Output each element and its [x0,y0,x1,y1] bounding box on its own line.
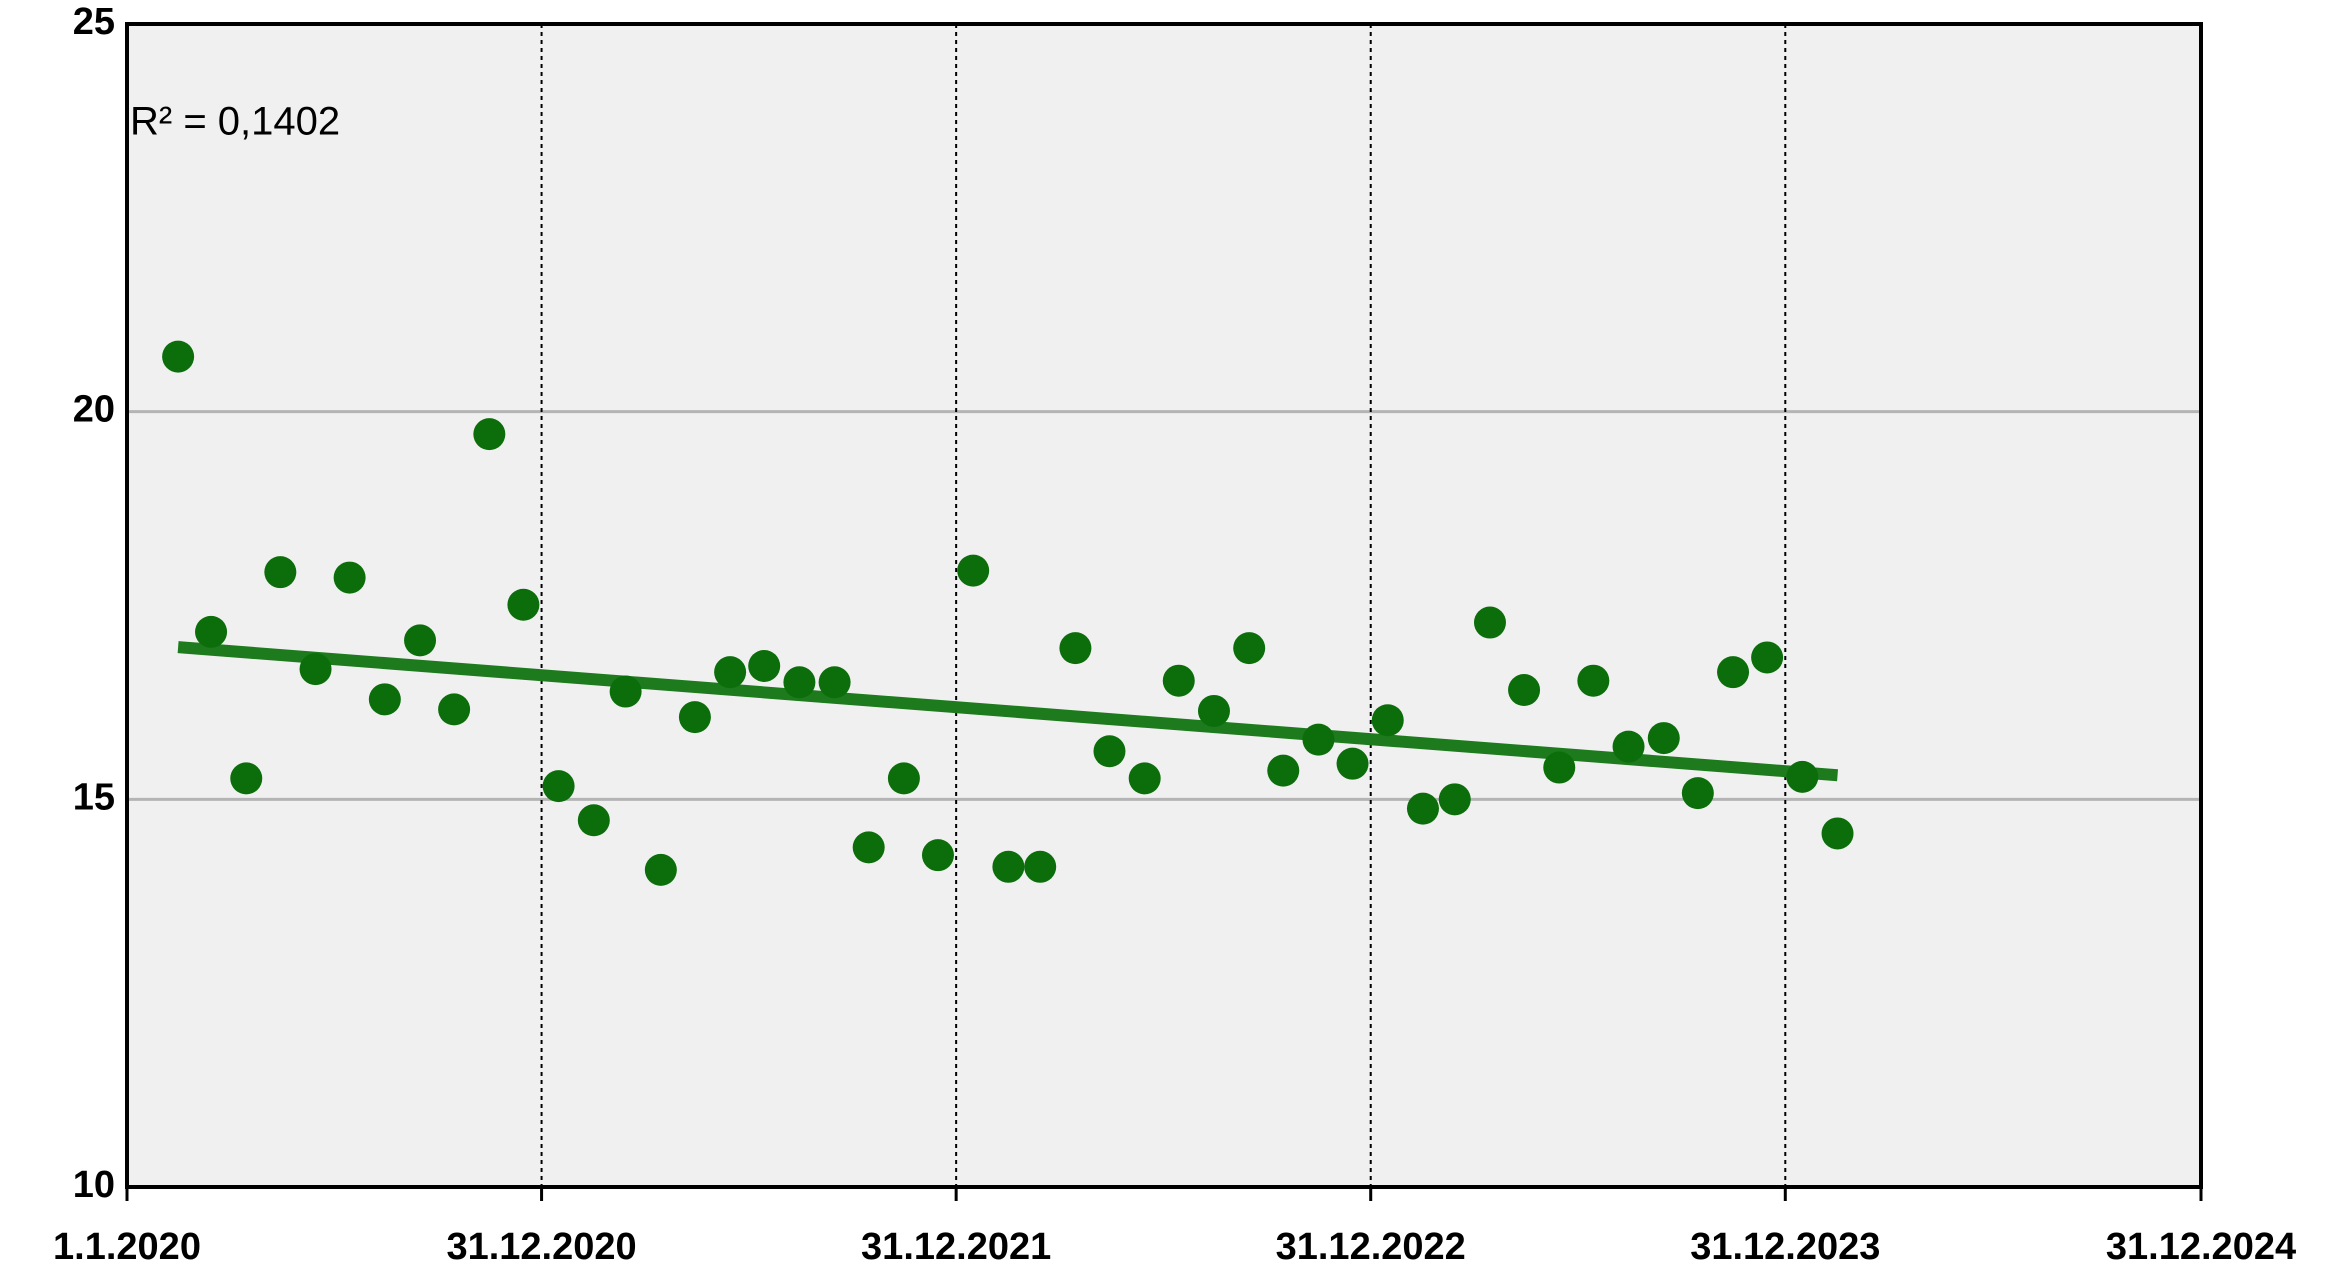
scatter-point [992,850,1025,883]
scatter-point [644,853,677,886]
x-tick-label: 31.12.2024 [2106,1226,2296,1268]
scatter-point [577,804,610,837]
r-squared: R² = 0,1402 [130,100,340,144]
scatter-point [1128,762,1161,795]
scatter-point [1681,777,1714,810]
scatter-point [957,554,990,587]
scatter-point [438,693,471,726]
scatter-point [264,556,297,589]
scatter-point [818,666,851,699]
scatter-point [473,418,506,451]
scatter-point [1786,760,1819,793]
scatter-point [1197,694,1230,727]
scatter-point [230,762,263,795]
scatter-point [1473,606,1506,639]
scatter-point [368,683,401,716]
scatter-point [1267,754,1300,787]
scatter-point [1093,735,1126,768]
scatter-point [299,653,332,686]
scatter-point [1577,664,1610,697]
scatter-point [1302,723,1335,756]
scatter-point [714,656,747,689]
scatter-point [1821,817,1854,850]
scatter-point [1336,747,1369,780]
scatter-point [507,588,540,621]
scatter-point [1024,850,1057,883]
scatter-point [783,666,816,699]
x-tick-label: 31.12.2020 [446,1226,636,1268]
scatter-point [404,624,437,657]
plot-area [127,24,2201,1187]
scatter-point [1371,704,1404,737]
y-tick-label: 15 [73,776,115,818]
scatter-point [1162,664,1195,697]
scatter-point [333,561,366,594]
scatter-point [1406,792,1439,825]
scatter-point [1751,641,1784,674]
y-tick-label: 20 [73,389,115,431]
scatter-point [1508,674,1541,707]
scatter-point [887,762,920,795]
scatter-point [195,615,228,648]
scatter-point [609,675,642,708]
scatter-point [1543,751,1576,784]
scatter-point [1438,783,1471,816]
y-tick-label: 10 [73,1164,115,1206]
x-tick-label: 31.12.2022 [1276,1226,1466,1268]
scatter-point [678,701,711,734]
y-tick-label: 25 [73,1,115,43]
x-tick-label: 31.12.2023 [1690,1226,1880,1268]
scatter-point [1647,722,1680,755]
scatter-point [1233,632,1266,665]
x-tick-label: 1.1.2020 [53,1226,201,1268]
scatter-point [1612,730,1645,763]
scatter-point [852,831,885,864]
scatter-point [748,649,781,682]
scatter-point [542,770,575,803]
scatter-point [921,839,954,872]
x-tick-label: 31.12.2021 [861,1226,1051,1268]
scatter-point [1059,632,1092,665]
plot-frame [125,22,2203,1189]
scatter-point [162,340,195,373]
scatter-point [1717,656,1750,689]
